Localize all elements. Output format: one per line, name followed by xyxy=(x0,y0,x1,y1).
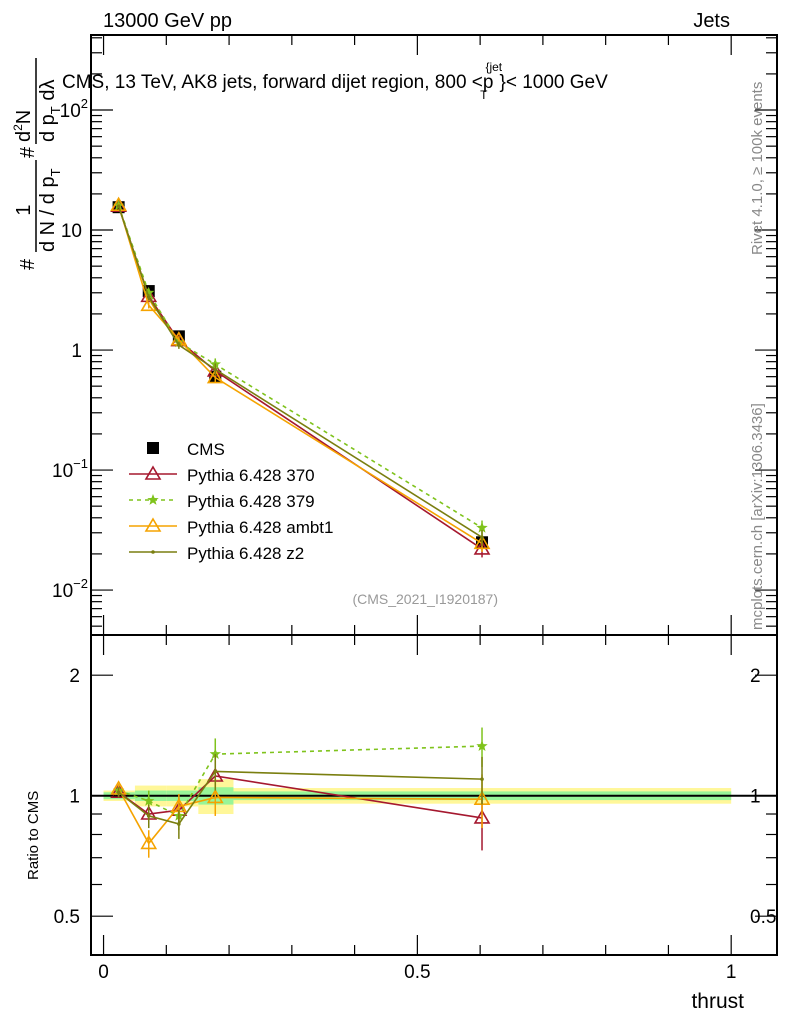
marker-triangle xyxy=(144,517,162,532)
marker-dot xyxy=(480,535,484,540)
series-line xyxy=(117,205,483,529)
marker-star xyxy=(143,795,155,806)
legend-label: Pythia 6.428 ambt1 xyxy=(187,518,333,537)
ylabel-num1: 1 xyxy=(13,204,35,215)
y-tick-label: 1 xyxy=(71,341,82,362)
x-axis-label: thrust xyxy=(691,990,744,1013)
y-tick-label: 10 xyxy=(61,221,82,242)
marker-star xyxy=(143,286,155,298)
marker-star xyxy=(209,748,221,759)
ratio-y-tick-label-right: 0.5 xyxy=(750,907,776,928)
ylabel-hash2: # xyxy=(17,146,39,158)
marker-dot xyxy=(146,295,151,299)
header-process: 13000 GeV pp xyxy=(103,10,232,32)
ratio-y-tick-label-right: 1 xyxy=(750,787,761,808)
ratio-y-tick-label: 2 xyxy=(69,666,80,687)
ylabel-num2: d2N xyxy=(11,110,35,142)
title-sub: T xyxy=(480,88,488,102)
ratio-series xyxy=(112,727,488,831)
legend-entry: CMS xyxy=(147,440,225,459)
marker-dot xyxy=(177,343,181,347)
ylabel-den1: d N / d pT xyxy=(37,168,63,252)
marker-triangle xyxy=(140,834,158,850)
legend-entry: Pythia 6.428 z2 xyxy=(129,544,304,563)
marker-triangle xyxy=(144,465,162,480)
marker-star xyxy=(147,494,159,505)
ratio-y-tick-label: 0.5 xyxy=(54,907,80,928)
marker-dot xyxy=(116,790,121,795)
title-main: CMS, 13 TeV, AK8 jets, forward dijet reg… xyxy=(62,72,493,93)
legend-label: CMS xyxy=(187,440,225,459)
ratio-frame xyxy=(90,634,778,956)
mcplots-label: mcplots.cern.ch [arXiv:1306.3436] xyxy=(749,403,766,630)
marker-triangle xyxy=(473,534,491,550)
legend-label: Pythia 6.428 370 xyxy=(187,466,315,485)
legend: CMS Pythia 6.428 370 Pythia 6.428 379 Pythi… xyxy=(129,440,333,563)
marker-dot xyxy=(177,822,181,826)
y-tick-label: 102 xyxy=(60,96,88,122)
marker-star xyxy=(476,521,488,533)
title-end: }< 1000 GeV xyxy=(499,72,608,93)
x-tick-label: 0 xyxy=(98,962,109,983)
analysis-watermark: (CMS_2021_I1920187) xyxy=(352,591,498,607)
legend-label: Pythia 6.428 379 xyxy=(187,492,315,511)
ylabel-den2: d pT dλ xyxy=(37,80,63,142)
marker-square xyxy=(147,442,159,454)
marker-dot xyxy=(213,367,218,372)
rivet-label: Rivet 4.1.0, ≥ 100k events xyxy=(749,82,766,255)
marker-dot xyxy=(213,769,218,774)
marker-dot xyxy=(146,814,151,818)
legend-label: Pythia 6.428 z2 xyxy=(187,544,304,563)
plot-title: CMS, 13 TeV, AK8 jets, forward dijet reg… xyxy=(62,60,608,102)
title-sup: {jet xyxy=(485,60,502,74)
y-axis-label: # 1 d N / d pT # d2N d pT dλ xyxy=(11,58,63,270)
marker-triangle xyxy=(140,296,158,312)
marker-triangle xyxy=(206,368,224,384)
marker-triangle xyxy=(206,788,224,804)
legend-entry: Pythia 6.428 370 xyxy=(129,465,315,485)
ratio-y-tick-label-right: 2 xyxy=(750,666,761,687)
x-tick-label: 0.5 xyxy=(404,962,430,983)
y-tick-label: 10−2 xyxy=(52,576,88,602)
ratio-series xyxy=(116,754,484,839)
ratio-y-tick-label: 1 xyxy=(69,787,80,808)
ylabel-hash1: # xyxy=(17,258,39,270)
legend-entry: Pythia 6.428 ambt1 xyxy=(129,517,333,537)
header-category: Jets xyxy=(693,10,730,32)
marker-dot xyxy=(116,204,121,208)
series-line xyxy=(117,205,483,538)
marker-dot xyxy=(480,777,484,781)
y-tick-label: 10−1 xyxy=(52,456,88,482)
marker-triangle xyxy=(110,196,128,212)
x-tick-label: 1 xyxy=(726,962,737,983)
marker-dot xyxy=(151,550,155,554)
legend-entry: Pythia 6.428 379 xyxy=(129,492,315,511)
series-pythia-6-428-379 xyxy=(112,199,488,537)
marker-star xyxy=(476,740,488,751)
ratio-y-label: Ratio to CMS xyxy=(25,791,42,880)
series-pythia-6-428-z2 xyxy=(116,204,484,546)
